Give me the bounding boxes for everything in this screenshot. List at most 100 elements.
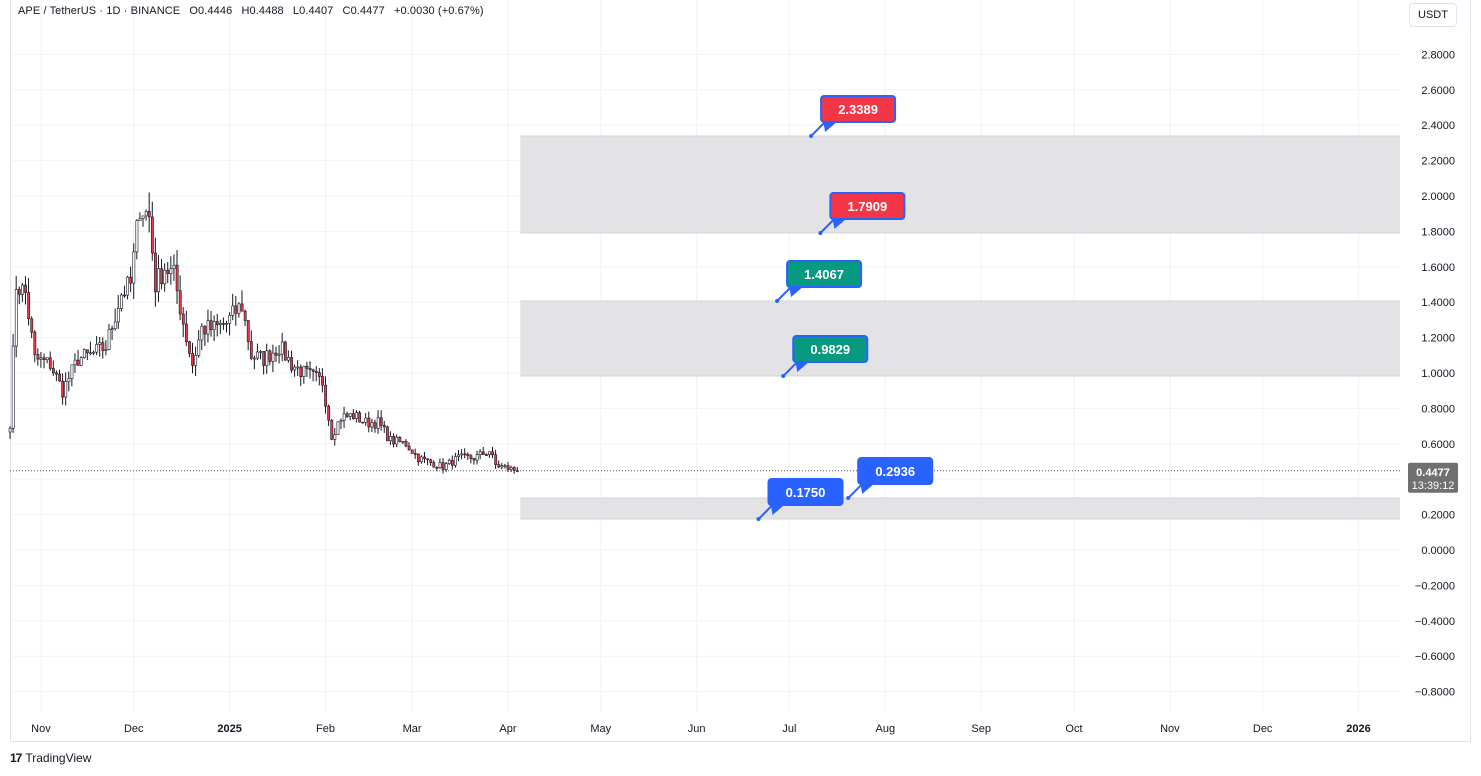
candle-84 [268,349,272,366]
candle-104 [330,419,334,441]
candle-82 [262,351,266,375]
candle-18 [64,372,68,406]
x-tick-label-5: Apr [499,723,516,735]
candle-105 [333,427,337,446]
candle-76 [243,309,247,326]
candle-144 [454,452,457,468]
candle-63 [203,325,207,346]
y-tick-label-7: 1.4000 [1421,297,1455,309]
candle-71 [228,312,232,336]
candle-75 [240,290,244,312]
candle-0 [8,426,12,439]
candle-93 [296,360,300,376]
candle-31 [104,340,108,356]
y-tick-label-13: 0.2000 [1421,510,1455,522]
candle-4 [21,282,24,302]
candle-147 [463,448,467,459]
candle-50 [163,263,167,292]
candle-139 [438,458,442,469]
candle-155 [488,451,491,458]
candle-69 [222,317,225,330]
candle-9 [36,348,40,366]
candle-72 [231,293,235,321]
candle-86 [274,346,278,363]
candle-44 [144,209,148,221]
candle-14 [52,360,55,376]
candle-103 [327,404,331,426]
candle-66 [212,315,216,342]
candle-74 [237,302,241,318]
candle-27 [92,350,96,356]
candle-156 [491,446,495,459]
candle-97 [308,361,312,379]
zone-2 [520,498,1400,520]
candle-96 [305,361,309,378]
candle-146 [460,449,464,460]
candle-163 [512,466,516,474]
candle-90 [287,350,290,363]
y-tick-label-15: −0.2000 [1415,580,1455,592]
candle-77 [246,320,250,351]
symbol-name[interactable]: APE / TetherUS · 1D · BINANCE [18,5,181,17]
candle-13 [48,351,52,371]
x-tick-label-6: May [590,723,611,735]
tradingview-brand[interactable]: 17 TradingView [10,751,91,765]
candle-149 [469,453,473,464]
candle-42 [138,212,142,221]
candle-98 [311,368,315,382]
ohlc-open: O0.4446 [189,5,233,17]
candle-114 [361,421,365,424]
candle-148 [466,452,470,460]
candle-152 [478,449,482,460]
candle-34 [113,308,117,331]
candle-46 [150,201,154,261]
candle-20 [70,364,74,387]
candle-158 [497,460,501,469]
y-tick-label-16: −0.4000 [1415,616,1455,628]
x-tick-label-1: Dec [124,723,144,735]
candle-58 [188,340,191,358]
y-tick-label-10: 0.8000 [1421,403,1455,415]
candle-51 [166,261,170,284]
x-tick-label-12: Nov [1160,723,1180,735]
candle-145 [457,450,460,462]
candle-7 [30,316,34,339]
candle-79 [253,355,256,370]
candle-157 [494,449,498,470]
candle-106 [336,421,340,436]
candle-29 [98,336,102,357]
candle-150 [472,457,476,465]
candle-160 [503,463,507,469]
candle-25 [86,349,89,361]
currency-button[interactable]: USDT [1409,3,1457,27]
candle-48 [157,255,160,303]
x-tick-label-9: Aug [876,723,896,735]
candle-73 [234,295,238,326]
candle-121 [382,420,386,433]
x-tick-label-14: 2026 [1346,723,1370,735]
grid [10,0,1400,712]
candle-11 [42,353,46,369]
last-price-countdown: 13:39:12 [1412,480,1455,492]
candle-52 [169,256,173,285]
price-label-text-2: 1.4067 [804,267,844,282]
y-tick-label-6: 1.6000 [1421,262,1455,274]
candle-127 [401,440,405,445]
symbol-legend[interactable]: APE / TetherUS · 1D · BINANCE O0.4446 H0… [18,5,490,17]
candle-8 [33,330,37,363]
candle-47 [154,237,157,307]
candle-53 [172,254,176,281]
candle-1 [11,333,15,433]
x-tick-label-2: 2025 [217,723,241,735]
candle-3 [17,286,21,305]
candle-32 [107,323,111,351]
candle-33 [110,325,114,341]
candle-17 [61,373,65,405]
time-axis[interactable]: Nov Dec 2025 Feb Mar Apr May Jun Jul Aug Sep Oct Nov… [31,723,1371,735]
x-tick-label-10: Sep [971,723,991,735]
zone-1 [520,301,1400,377]
candle-36 [120,293,123,312]
price-axis[interactable]: 2.8000 2.6000 2.4000 2.2000 2.0000 1.8000 1.60… [1415,49,1455,698]
